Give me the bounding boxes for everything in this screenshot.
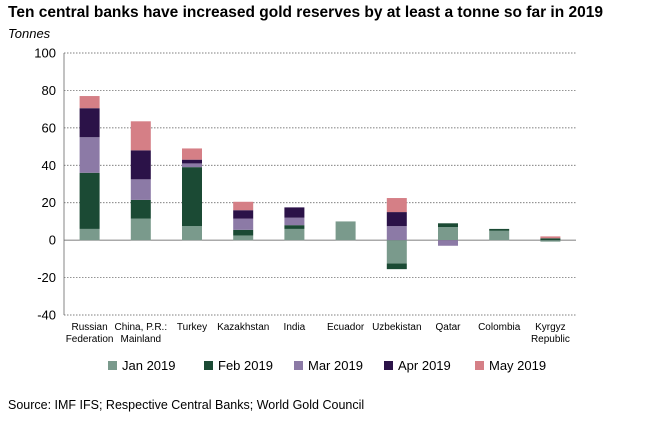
bar-segment bbox=[233, 229, 254, 236]
y-tick-label: -20 bbox=[37, 270, 56, 285]
x-tick-label: Turkey bbox=[177, 322, 207, 333]
source-note: Source: IMF IFS; Respective Central Bank… bbox=[8, 398, 365, 412]
bar-segment bbox=[386, 226, 407, 241]
bar-segment bbox=[335, 221, 356, 241]
bar-segment bbox=[540, 238, 561, 241]
bar-segment bbox=[79, 137, 100, 173]
bar-segment bbox=[438, 223, 458, 228]
legend-label: May 2019 bbox=[489, 358, 546, 373]
x-tick-label: Ecuador bbox=[327, 322, 365, 333]
bar-segment bbox=[284, 217, 305, 226]
legend-label: Apr 2019 bbox=[398, 358, 451, 373]
bar-segment bbox=[130, 121, 151, 151]
bar-segment bbox=[489, 228, 510, 231]
bar-segment bbox=[386, 212, 407, 227]
bar-segment bbox=[130, 218, 151, 241]
bar-segment bbox=[438, 227, 458, 241]
bar-segment bbox=[233, 235, 254, 241]
legend-label: Mar 2019 bbox=[308, 358, 363, 373]
y-tick-label: -40 bbox=[37, 308, 56, 323]
bar-segment bbox=[79, 172, 100, 229]
legend-swatch bbox=[294, 361, 303, 370]
legend-label: Feb 2019 bbox=[218, 358, 273, 373]
y-tick-label: 0 bbox=[49, 233, 56, 248]
bar-segment bbox=[182, 163, 202, 168]
bar-segment bbox=[284, 225, 305, 229]
y-tick-label: 20 bbox=[42, 195, 56, 210]
bar-segment bbox=[130, 179, 151, 200]
y-tick-label: 100 bbox=[34, 46, 56, 61]
bar-segment bbox=[182, 226, 202, 241]
legend-item: May 2019 bbox=[475, 358, 546, 373]
bar-segment bbox=[233, 210, 254, 219]
bar-segment bbox=[233, 201, 254, 211]
y-axis-ticks: -40 -20 0 20 40 60 80 100 bbox=[34, 46, 56, 323]
bar-segment bbox=[79, 228, 100, 241]
legend-label: Jan 2019 bbox=[122, 358, 176, 373]
bar-segment bbox=[284, 207, 305, 218]
bar-segment bbox=[79, 96, 100, 109]
bar-segment bbox=[182, 159, 202, 164]
legend-item: Feb 2019 bbox=[204, 358, 273, 373]
y-axis-label: Tonnes bbox=[8, 26, 51, 41]
legend-swatch bbox=[204, 361, 213, 370]
x-tick-label: Kyrgyz Republic bbox=[531, 322, 570, 345]
y-tick-label: 80 bbox=[42, 83, 56, 98]
x-tick-label: Russian Federation bbox=[66, 322, 114, 345]
x-tick-label: China, P.R.: Mainland bbox=[114, 322, 167, 345]
bar-segment bbox=[540, 236, 561, 239]
x-tick-label: Uzbekistan bbox=[372, 322, 421, 333]
x-tick-label: Qatar bbox=[435, 322, 461, 333]
legend-swatch bbox=[108, 361, 117, 370]
y-tick-label: 60 bbox=[42, 120, 56, 135]
chart-title: Ten central banks have increased gold re… bbox=[8, 4, 603, 21]
bar-segment bbox=[233, 218, 254, 230]
bar-segment bbox=[438, 240, 458, 246]
legend-swatch bbox=[384, 361, 393, 370]
legend-item: Apr 2019 bbox=[384, 358, 451, 373]
legend: Jan 2019 Feb 2019 Mar 2019 Apr 2019 May 2019 bbox=[108, 358, 546, 373]
x-tick-label: Kazakhstan bbox=[217, 322, 269, 333]
y-tick-label: 40 bbox=[42, 158, 56, 173]
legend-item: Mar 2019 bbox=[294, 358, 363, 373]
bar-segment bbox=[79, 108, 100, 138]
legend-swatch bbox=[475, 361, 484, 370]
bar-segment bbox=[182, 167, 202, 227]
bar-segment bbox=[540, 240, 561, 242]
bar-segment bbox=[386, 263, 407, 270]
x-tick-label: India bbox=[284, 322, 306, 333]
bar-segment bbox=[130, 199, 151, 219]
bars bbox=[79, 96, 561, 270]
bar-segment bbox=[182, 148, 202, 160]
legend-item: Jan 2019 bbox=[108, 358, 176, 373]
bar-segment bbox=[130, 150, 151, 180]
bar-segment bbox=[386, 240, 407, 264]
x-tick-label: Colombia bbox=[478, 322, 521, 333]
bar-segment bbox=[489, 230, 510, 241]
bar-segment bbox=[386, 198, 407, 213]
bar-segment bbox=[284, 228, 305, 241]
